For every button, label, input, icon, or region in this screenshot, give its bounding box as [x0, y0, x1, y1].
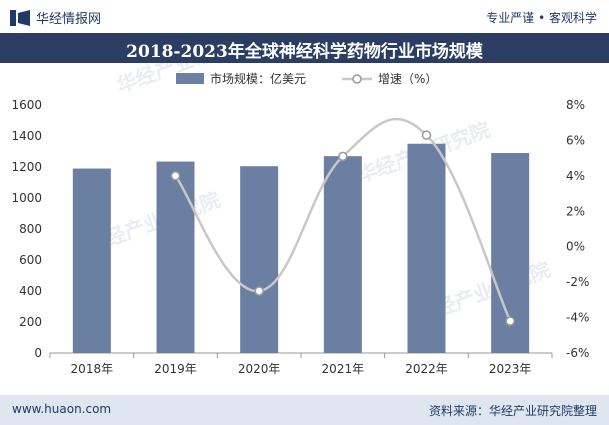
footer: www.huaon.com 资料来源：华经产业研究院整理 — [0, 395, 609, 425]
y-left-tick-label: 1200 — [11, 160, 42, 174]
growth-point-2023年 — [505, 316, 515, 326]
y-right-tick-label: 8% — [566, 98, 585, 112]
y-left-tick-label: 0 — [34, 346, 42, 360]
x-tick-label: 2021年 — [322, 362, 365, 376]
footer-source: 资料来源：华经产业研究院整理 — [428, 404, 597, 418]
legend-line-label: 增速（%） — [378, 72, 437, 86]
title-bar: 2018-2023年全球神经科学药物行业市场规模 — [0, 33, 609, 63]
growth-point-2022年 — [421, 130, 432, 140]
y-right-tick-label: 2% — [566, 204, 585, 218]
y-right-tick-label: 6% — [566, 133, 585, 147]
x-tick-label: 2019年 — [154, 362, 197, 376]
chart-area: 华经产业研究院华经产业研究院华经产业研究院华经产业研究院 02004006008… — [0, 27, 609, 393]
tagline: 专业严谨 • 客观科学 — [486, 11, 597, 25]
growth-point-2019年 — [170, 171, 181, 181]
bar-2022年 — [407, 143, 446, 353]
bar-2021年 — [323, 156, 362, 353]
y-left-tick-label: 1400 — [11, 129, 42, 143]
y-left-tick-label: 400 — [19, 284, 42, 298]
y-left-tick-label: 1600 — [11, 98, 42, 112]
y-right-tick-label: 4% — [566, 169, 585, 183]
growth-point-2021年 — [338, 151, 348, 162]
brand: 华经情报网 — [10, 8, 101, 27]
bar-2020年 — [240, 166, 279, 353]
y-left-tick-label: 600 — [19, 253, 42, 267]
legend-line-marker — [352, 74, 362, 84]
bar-2018年 — [72, 168, 111, 353]
chart-title: 2018-2023年全球神经科学药物行业市场规模 — [126, 42, 483, 62]
x-tick-label: 2020年 — [238, 362, 281, 376]
x-tick-label: 2022年 — [405, 362, 448, 376]
growth-point-2020年 — [254, 286, 264, 296]
x-tick-label: 2023年 — [489, 362, 532, 376]
brand-logo-icon — [10, 9, 30, 26]
y-right-tick-label: 0% — [566, 240, 585, 254]
x-tick-label: 2018年 — [71, 362, 114, 376]
y-left-tick-label: 800 — [19, 222, 42, 236]
top-bar: 华经情报网 专业严谨 • 客观科学 — [0, 0, 609, 33]
y-left-tick-label: 1000 — [11, 191, 42, 205]
y-left-tick-label: 200 — [19, 315, 42, 329]
y-right-tick-label: -4% — [566, 311, 589, 325]
y-right-tick-label: -6% — [566, 346, 589, 360]
bar-2019年 — [156, 161, 195, 353]
chart-svg: 华经产业研究院华经产业研究院华经产业研究院华经产业研究院 02004006008… — [11, 27, 589, 376]
footer-site: www.huaon.com — [12, 402, 112, 416]
brand-name: 华经情报网 — [36, 12, 102, 27]
legend-bar-swatch — [176, 73, 204, 84]
y-right-tick-label: -2% — [566, 275, 589, 289]
legend-bar-label: 市场规模：亿美元 — [210, 71, 306, 86]
